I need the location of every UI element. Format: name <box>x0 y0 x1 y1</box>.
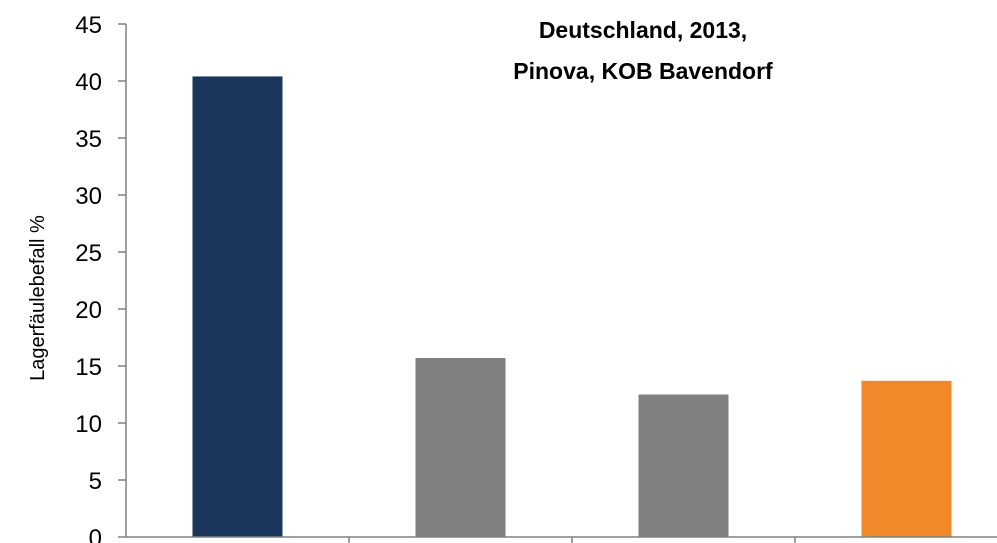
y-tick-label: 35 <box>75 126 102 153</box>
y-tick-label: 45 <box>75 12 102 39</box>
bar-2 <box>415 358 506 537</box>
bar-3 <box>638 394 729 537</box>
chart-title-line-2: Pinova, KOB Bavendorf <box>513 58 773 84</box>
y-tick-label: 5 <box>89 468 102 495</box>
chart-title-line-1: Deutschland, 2013, <box>539 17 747 43</box>
y-tick-label: 20 <box>75 297 102 324</box>
x-axis-ticks <box>348 537 796 543</box>
y-tick-label: 40 <box>75 69 102 96</box>
y-axis-ticks: 0 5 10 15 20 25 30 35 40 45 <box>75 12 126 543</box>
bar-series <box>192 76 952 537</box>
axes <box>125 24 997 538</box>
bar-1 <box>192 76 283 537</box>
bar-4 <box>861 380 952 537</box>
y-tick-label: 15 <box>75 354 102 381</box>
y-tick-label: 25 <box>75 240 102 267</box>
y-tick-label: 30 <box>75 183 102 210</box>
y-tick-label: 0 <box>89 525 102 543</box>
y-axis-label: Lagerfäulebefall % <box>27 215 49 381</box>
y-tick-label: 10 <box>75 411 102 438</box>
